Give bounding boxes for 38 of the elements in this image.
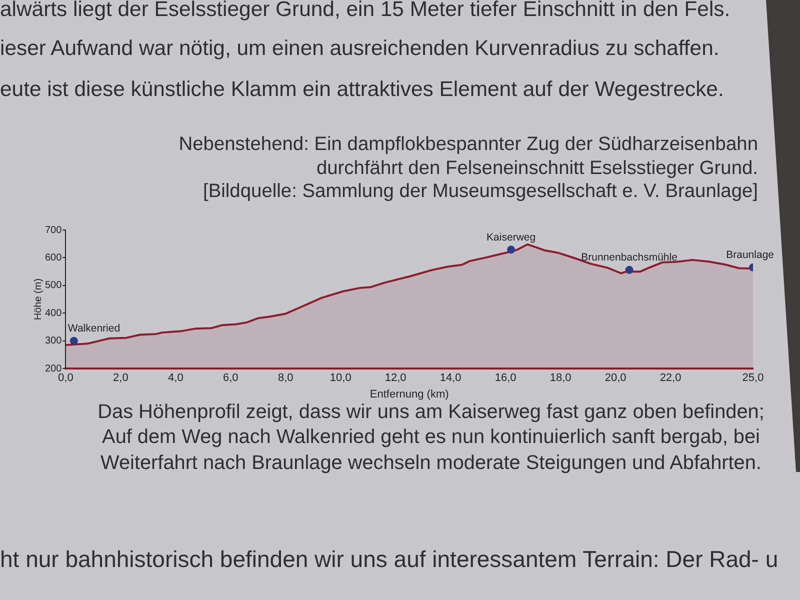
x-tick-label: 18,0 [550, 372, 572, 384]
x-axis-title: Entfernung (km) [370, 388, 449, 400]
x-tick-label: 12,0 [384, 372, 406, 384]
y-tick-label: 400 [44, 308, 62, 319]
y-tick-label: 200 [44, 363, 62, 374]
text: Nebenstehend: Ein dampflokbespannter Zug der Südharzeisenbahn [178, 133, 758, 156]
x-tick-label: 6,0 [222, 372, 238, 384]
x-tick-label: 0,0 [58, 372, 74, 384]
annotation: Walkenried [68, 322, 120, 335]
point [507, 246, 516, 254]
y-tick-label: 600 [44, 252, 62, 264]
point [625, 266, 634, 274]
point [70, 336, 78, 345]
x-tick-label: 10,0 [330, 372, 352, 384]
x-tick-label: 4,0 [168, 372, 184, 384]
text: Weiterfahrt nach Braunlage wechseln moderate Steigungen und Abfahrten. [100, 452, 762, 476]
x-tick-label: 14,0 [440, 372, 462, 384]
y-axis-title: Höhe (m) [32, 278, 44, 320]
text: durchfährt den Felseneinschnitt Eselsstieger Grund. [316, 157, 758, 180]
text: ieser Aufwand war nötig, um einen ausreichenden Kurvenradius zu schaffen. [0, 36, 720, 62]
text: Auf dem Weg nach Walkenried geht es nun kontinuierlich sanft bergab, bei [102, 426, 760, 450]
y-tick-label: 700 [44, 224, 62, 236]
annotation: Brunnenbachsmühle [581, 252, 678, 264]
annotation: Braunlage [726, 249, 774, 262]
text: Das Höhenprofil zeigt, dass wir uns am Kaiserweg fast ganz oben befinden; [98, 401, 764, 425]
annotation: Kaiserweg [486, 231, 536, 244]
text: eute ist diese künstliche Klamm ein attraktives Element auf der Wegestrecke. [0, 77, 724, 102]
y-tick-label: 500 [44, 280, 62, 292]
y-tick-label: 300 [44, 336, 62, 347]
text: [Bildquelle: Sammlung der Museumsgesellschaft e. V. Braunlage] [203, 180, 758, 204]
x-tick-label: 8,0 [278, 372, 294, 384]
x-tick-label: 22,0 [660, 372, 682, 384]
text: ht nur bahnhistorisch befinden wir uns auf interessantem Terrain: Der Rad- u [0, 546, 778, 574]
text: alwärts liegt der Eselsstieger Grund, ein 15 Meter tiefer Einschnitt in den Fels. [0, 0, 730, 22]
x-tick-label: 2,0 [113, 372, 128, 384]
x-tick-label: 16,0 [494, 372, 516, 384]
x-tick-label: 25,0 [742, 372, 764, 384]
x-tick-label: 20,0 [604, 372, 626, 384]
